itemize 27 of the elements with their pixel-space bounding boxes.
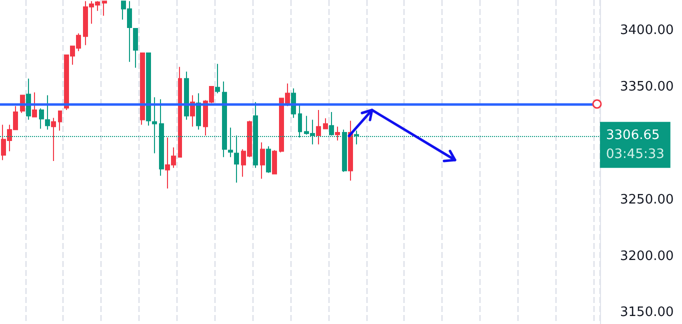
ref-line-label: 3306.65 (606, 128, 660, 143)
candlestick (260, 142, 265, 180)
candlestick (335, 126, 340, 141)
candlestick (146, 52, 151, 126)
candlestick (348, 120, 353, 182)
y-tick-label: 3250.00 (620, 192, 674, 208)
candlestick (323, 118, 328, 130)
candlestick (184, 71, 189, 120)
candlestick (102, 0, 107, 16)
candlestick (39, 108, 44, 130)
candlestick (215, 63, 220, 94)
y-tick-label: 3400.00 (620, 22, 674, 38)
candlestick (316, 109, 321, 145)
candlestick (58, 110, 62, 132)
candlestick (51, 117, 56, 162)
candlestick (272, 150, 277, 175)
y-tick-label: 3150.00 (620, 305, 674, 320)
candlestick (45, 94, 50, 130)
candlestick (178, 66, 182, 158)
y-tick-label: 3350.00 (620, 79, 674, 94)
candlestick (133, 28, 138, 68)
y-tick-label: 3200.00 (620, 248, 674, 264)
text: 03:45:33 (606, 146, 664, 162)
candlestick (140, 52, 145, 126)
candlestick (196, 92, 201, 130)
candlestick (32, 92, 37, 118)
candlestick (266, 146, 271, 174)
